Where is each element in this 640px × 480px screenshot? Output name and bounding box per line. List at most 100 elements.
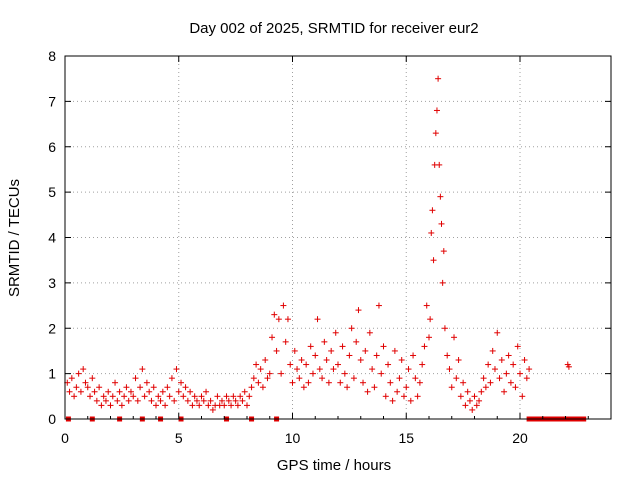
data-point	[507, 379, 514, 386]
data-point	[512, 384, 519, 391]
x-tick-label: 15	[398, 430, 414, 446]
data-point	[353, 338, 360, 345]
data-point	[437, 193, 444, 200]
data-point	[357, 357, 364, 364]
data-point	[491, 366, 498, 373]
x-tick-label: 20	[512, 430, 528, 446]
data-point	[503, 370, 510, 377]
data-point	[198, 393, 205, 400]
data-point	[300, 384, 307, 391]
data-point	[505, 352, 512, 359]
data-point	[155, 393, 162, 400]
data-point	[339, 343, 346, 350]
data-point	[362, 347, 369, 354]
data-point	[346, 352, 353, 359]
data-point	[193, 397, 200, 404]
data-point	[189, 402, 196, 409]
data-point	[166, 393, 173, 400]
data-point	[435, 75, 442, 82]
data-point	[232, 397, 239, 404]
data-point	[364, 388, 371, 395]
data-point	[476, 397, 483, 404]
data-point	[380, 343, 387, 350]
data-point	[405, 366, 412, 373]
data-point	[441, 325, 448, 332]
data-point	[565, 363, 572, 370]
y-tick-label: 8	[48, 48, 56, 64]
data-point	[241, 388, 248, 395]
y-axis-label: SRMTID / TECUs	[6, 179, 23, 297]
data-point	[207, 397, 214, 404]
data-point	[84, 384, 91, 391]
data-point	[118, 402, 125, 409]
data-point	[416, 379, 423, 386]
data-point	[526, 366, 533, 373]
data-point	[521, 357, 528, 364]
data-point	[244, 402, 250, 409]
data-point	[228, 402, 235, 409]
data-point	[482, 384, 489, 391]
data-point	[501, 388, 508, 395]
data-point	[307, 343, 314, 350]
data-point	[269, 334, 276, 341]
data-point	[109, 393, 116, 400]
data-point	[134, 397, 141, 404]
data-point	[378, 370, 385, 377]
data-point	[225, 397, 232, 404]
data-point	[175, 388, 182, 395]
data-point	[153, 402, 159, 409]
data-point	[407, 397, 414, 404]
data-point	[429, 207, 436, 214]
data-point	[80, 366, 87, 373]
data-point	[389, 397, 396, 404]
data-point	[332, 329, 339, 336]
data-point	[93, 397, 100, 404]
data-point	[519, 393, 526, 400]
data-point	[273, 347, 280, 354]
data-point	[494, 329, 501, 336]
y-axis: 0 1 2 3 4 5 6 7 8	[48, 48, 611, 427]
data-point	[323, 357, 330, 364]
data-point	[438, 220, 445, 227]
data-point	[100, 393, 107, 400]
y-tick-label: 0	[48, 411, 56, 427]
grid-lines	[65, 56, 611, 419]
data-point	[294, 366, 301, 373]
data-point	[123, 384, 130, 391]
data-point	[426, 334, 432, 341]
data-point	[141, 393, 148, 400]
data-point	[91, 388, 98, 395]
data-point	[335, 361, 341, 368]
data-point	[112, 379, 119, 386]
data-point	[77, 388, 84, 395]
data-point	[255, 379, 262, 386]
data-point	[314, 316, 321, 323]
data-point	[387, 379, 394, 386]
data-point	[284, 316, 291, 323]
data-point	[89, 375, 96, 382]
data-point	[410, 352, 417, 359]
data-point	[396, 375, 403, 382]
data-point	[394, 388, 401, 395]
data-point	[264, 375, 271, 382]
data-point	[400, 393, 407, 400]
data-point	[102, 397, 109, 404]
data-point	[427, 316, 434, 323]
data-point	[259, 384, 266, 391]
data-point	[187, 388, 194, 395]
data-point	[371, 384, 378, 391]
data-point	[182, 384, 189, 391]
data-point	[143, 379, 150, 386]
data-point	[375, 302, 382, 309]
data-point	[366, 329, 373, 336]
data-point	[280, 302, 287, 309]
data-point	[98, 402, 105, 409]
data-point	[325, 379, 332, 386]
x-tick-label: 0	[61, 430, 69, 446]
data-point	[469, 406, 476, 413]
data-point	[385, 361, 392, 368]
data-point	[178, 379, 185, 386]
x-axis: 0 5 10 15 20	[61, 56, 589, 446]
data-point	[328, 347, 335, 354]
